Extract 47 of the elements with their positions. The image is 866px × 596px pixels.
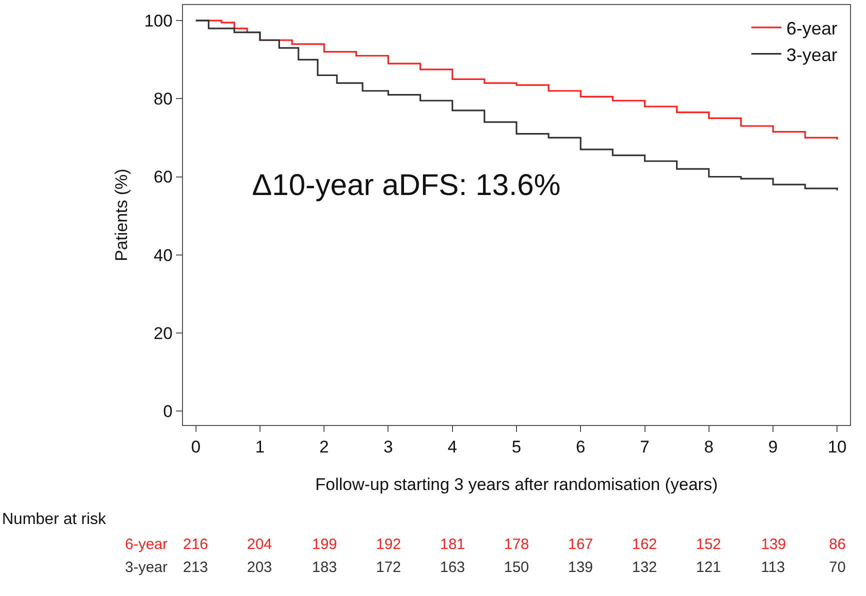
x-tick-label: 6 [576,437,586,456]
text: 86 [829,536,846,553]
y-axis-title: Patients (%) [112,168,131,262]
legend-label: 6-year [786,18,838,38]
text: 203 [247,559,272,576]
text: 178 [504,536,530,553]
text: 6-year [125,536,168,553]
text: 139 [761,536,786,553]
legend-label: 3-year [786,44,838,65]
text: 163 [440,559,466,576]
text: 213 [183,559,208,576]
text: 199 [312,536,338,553]
text: 139 [568,559,594,576]
x-tick-label: 9 [768,437,778,456]
text: 150 [504,559,530,576]
x-tick-label: 5 [512,437,522,456]
text: 70 [829,559,846,576]
y-tick-label: 0 [163,402,173,421]
text: 132 [632,559,658,576]
x-tick-label: 1 [255,437,265,456]
text: 121 [696,559,722,576]
y-tick-label: 60 [154,168,173,187]
y-tick-label: 100 [144,12,173,31]
y-tick-label: 20 [154,324,173,343]
x-tick-label: 7 [640,437,650,456]
y-tick-label: 40 [154,246,173,265]
x-tick-label: 10 [828,437,847,456]
text: 216 [183,536,208,553]
text: 181 [440,536,466,553]
text: 183 [312,559,338,576]
x-tick-label: 4 [448,437,458,456]
x-tick-label: 8 [704,437,714,456]
text: 152 [696,536,722,553]
text: 204 [247,536,272,553]
text: 3-year [125,559,168,576]
text: Number at risk [2,511,108,528]
text: 172 [376,559,402,576]
text: 167 [568,536,594,553]
text: 113 [761,559,785,576]
text: 192 [376,536,402,553]
text: 162 [632,536,658,553]
x-tick-label: 3 [383,437,393,456]
x-tick-label: 0 [191,437,201,456]
y-tick-label: 80 [154,90,173,109]
x-axis-title: Follow-up starting 3 years after randomisation (years) [315,474,718,494]
annotation: Δ10-year aDFS: 13.6% [252,169,561,202]
x-tick-label: 2 [319,437,329,456]
